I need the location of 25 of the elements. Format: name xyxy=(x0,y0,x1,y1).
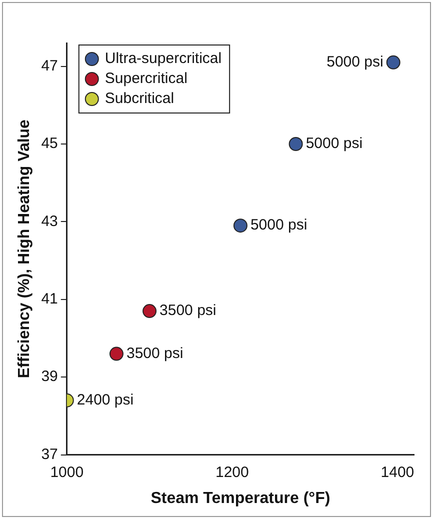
y-tick-label: 41 xyxy=(41,290,58,308)
point xyxy=(142,304,157,318)
x-tick-label: 1200 xyxy=(215,464,249,481)
annotation: 3500 psi xyxy=(126,344,184,362)
y-tick-label: 43 xyxy=(41,212,58,230)
annotation: 5000 psi xyxy=(326,54,384,71)
x-tick-label: 1400 xyxy=(380,464,414,481)
x-axis-title: Steam Temperature (°F) xyxy=(150,490,330,507)
y-axis-title: Efficiency (%), High Heating Value xyxy=(16,119,34,378)
y-tick-label: 45 xyxy=(41,135,58,152)
annotation: 3500 psi xyxy=(160,302,216,320)
x-tick-label: 1000 xyxy=(50,464,84,481)
annotation: 2400 psi xyxy=(76,392,134,409)
legend-label: Ultra-supercritical xyxy=(104,50,222,68)
point xyxy=(109,346,124,361)
annotation: 5000 psi xyxy=(250,216,308,234)
point xyxy=(386,55,400,70)
y-tick-label: 39 xyxy=(41,368,58,386)
annotation: 5000 psi xyxy=(306,135,363,152)
legend-label: Supercritical xyxy=(104,70,188,88)
point xyxy=(288,137,303,152)
point xyxy=(233,218,248,233)
y-tick-label: 47 xyxy=(41,57,58,74)
y-tick-label: 37 xyxy=(41,446,58,463)
legend-label: Subcritical xyxy=(104,90,174,108)
